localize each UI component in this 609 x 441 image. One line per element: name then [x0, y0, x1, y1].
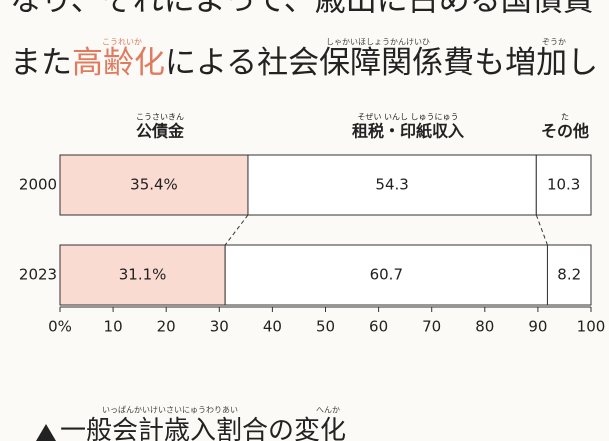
text: による	[165, 45, 257, 81]
x-tick-label: 40	[263, 318, 282, 336]
body-line-1: なり、それによって、歳出に占める国債費	[10, 0, 594, 19]
text: し	[567, 45, 598, 81]
x-tick-label: 90	[528, 318, 547, 336]
data-label: 31.1%	[119, 266, 167, 284]
bar-segment	[224, 244, 548, 306]
caption: 一般会計歳入割合の変化	[60, 416, 346, 441]
legend-label: 公債金	[136, 122, 185, 141]
x-tick-label: 100	[577, 318, 606, 336]
x-tick-label: 50	[316, 318, 335, 336]
data-label: 35.4%	[130, 176, 178, 194]
x-tick-label: 10	[104, 318, 123, 336]
ruby: いっぱんかいけいさいにゅうわりあい	[102, 406, 238, 415]
x-tick-label: 80	[475, 318, 494, 336]
x-tick-label: 60	[369, 318, 388, 336]
bar-segment	[59, 154, 249, 216]
caption-marker	[36, 424, 56, 441]
x-tick-label: 70	[422, 318, 441, 336]
ruby: こうれいか	[102, 38, 142, 47]
category-label: 2000	[19, 176, 57, 194]
bar-segment	[535, 154, 592, 216]
bar-segment	[546, 244, 592, 306]
text: も	[474, 45, 505, 81]
legend-label: その他	[541, 122, 589, 141]
bar-segment	[59, 244, 226, 306]
data-label: 8.2	[557, 266, 581, 284]
ruby: た	[561, 113, 569, 122]
legend-label: 租税・印紙収入	[352, 122, 464, 141]
body-line-2: また高齢化による社会保障関係費も増加し	[10, 45, 598, 81]
ruby: ぞうか	[542, 38, 566, 47]
category-label: 2023	[19, 266, 57, 284]
text: また	[10, 45, 72, 81]
x-tick-label: 20	[157, 318, 176, 336]
ruby: そぜい いんし しゅうにゅう	[357, 113, 458, 122]
data-label: 10.3	[547, 176, 580, 194]
x-tick-label: 30	[210, 318, 229, 336]
bar-segment	[247, 154, 537, 216]
ruby: しゃかいほしょうかんけいひ	[326, 38, 430, 47]
text: 増加	[505, 45, 567, 81]
text: 社会保障関係費	[257, 45, 474, 81]
x-tick-label: 0%	[48, 318, 72, 336]
ruby: こうさいきん	[136, 113, 184, 122]
highlight: 高齢化	[72, 45, 165, 81]
connector	[224, 214, 249, 246]
connector	[535, 214, 548, 246]
data-label: 60.7	[370, 266, 403, 284]
data-label: 54.3	[375, 176, 408, 194]
ruby: へんか	[316, 406, 340, 415]
